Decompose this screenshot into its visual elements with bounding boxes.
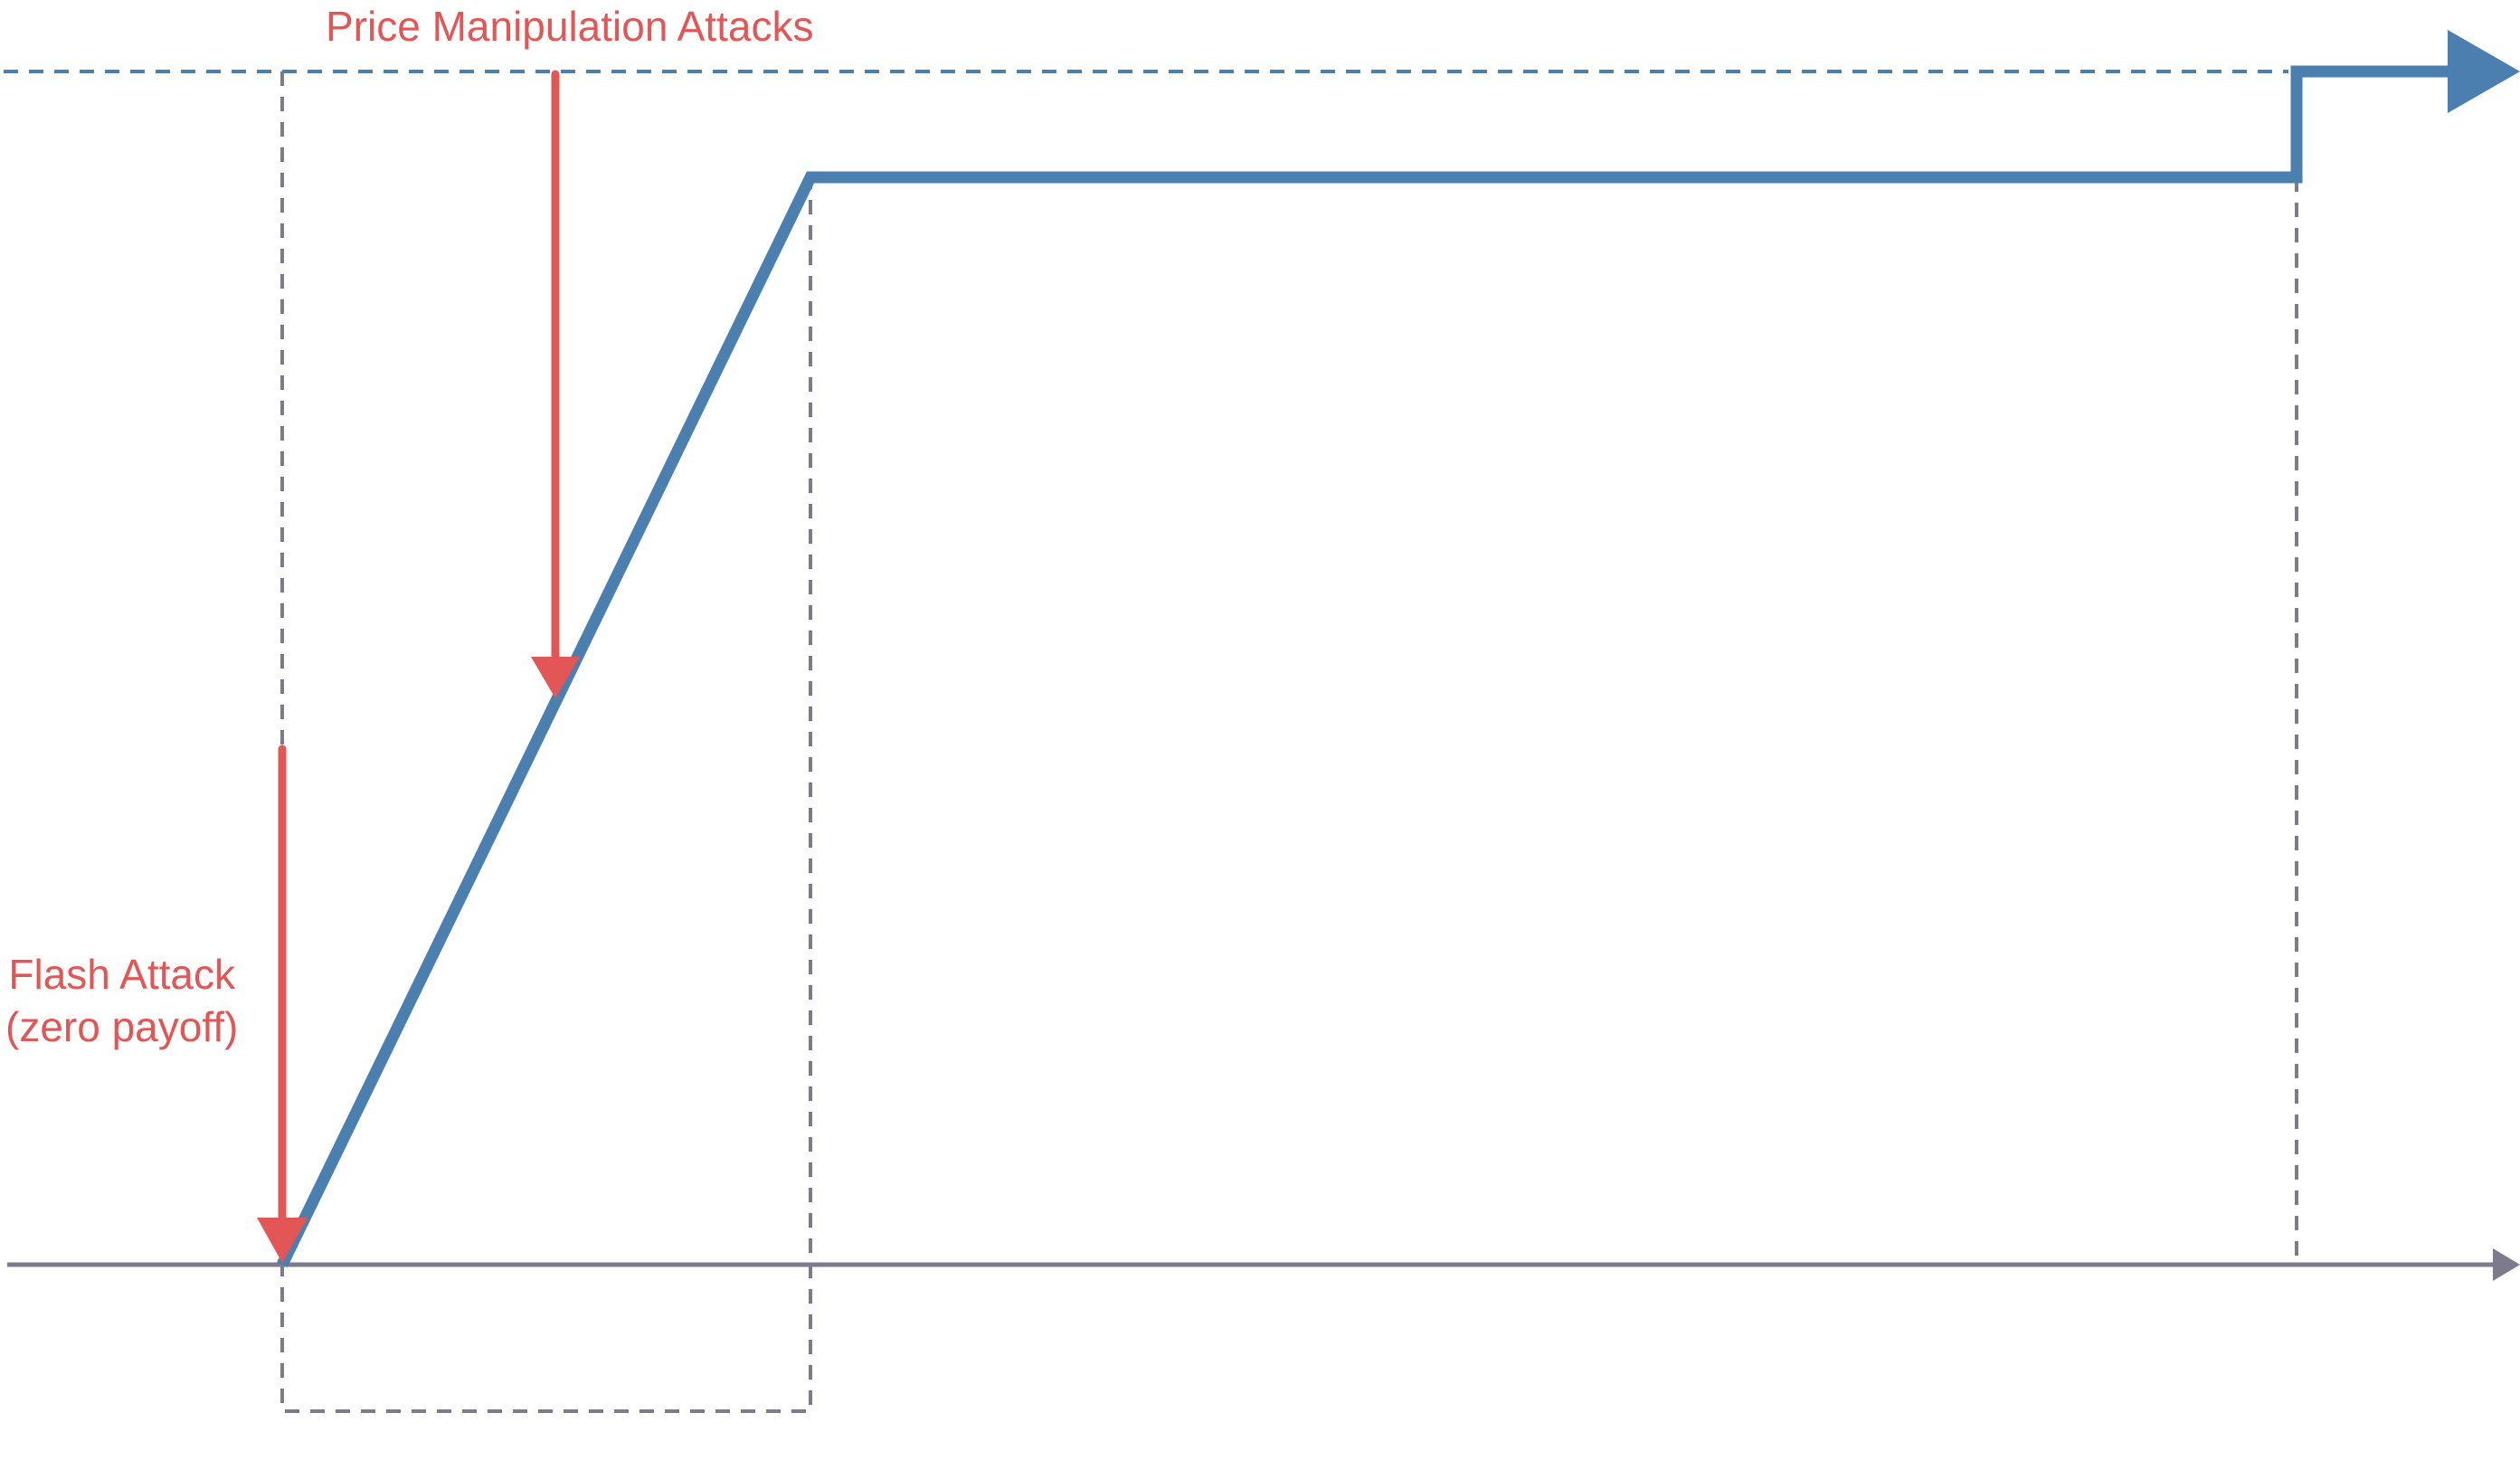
attack-arrowhead-icon (531, 657, 580, 698)
flash-attack-label-line1: Flash Attack (8, 951, 235, 998)
flash-attack-label: Flash Attack (zero payoff) (5, 948, 238, 1053)
curve-arrowhead-icon (2448, 30, 2520, 113)
attack-arrowhead-icon (257, 1218, 308, 1263)
guide-box-left (280, 71, 812, 1413)
price-manipulation-label: Price Manipulation Attacks (326, 3, 814, 50)
flash-attack-label-line2: (zero payoff) (5, 1003, 239, 1050)
payoff-curve (277, 65, 2453, 1267)
axis-arrowhead-icon (2493, 1248, 2520, 1281)
